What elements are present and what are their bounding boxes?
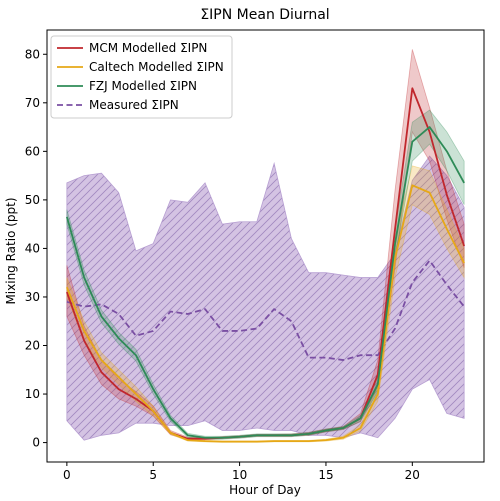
- x-tick-label-5: 5: [149, 468, 157, 482]
- y-tick-label-50: 50: [25, 193, 40, 207]
- y-tick-label-30: 30: [25, 290, 40, 304]
- legend-label-caltech-modelled-ipn: Caltech Modelled ΣIPN: [89, 60, 224, 74]
- y-tick-label-60: 60: [25, 144, 40, 158]
- x-tick-label-0: 0: [63, 468, 71, 482]
- legend-label-fzj-modelled-ipn: FZJ Modelled ΣIPN: [89, 79, 197, 93]
- y-tick-label-20: 20: [25, 339, 40, 353]
- legend-label-mcm-modelled-ipn: MCM Modelled ΣIPN: [89, 41, 207, 55]
- x-tick-label-10: 10: [232, 468, 247, 482]
- legend-box: [50, 35, 233, 119]
- x-tick-label-15: 15: [318, 468, 333, 482]
- chart-title: ΣIPN Mean Diurnal: [200, 7, 329, 23]
- fzj-modelled-ipn-line: [65, 126, 465, 439]
- plot-area: [65, 49, 465, 443]
- x-axis-label: Hour of Day: [229, 483, 301, 497]
- axes-frame: [46, 29, 485, 463]
- y-tick-label-70: 70: [25, 96, 40, 110]
- measured-ipn-band: [66, 155, 465, 441]
- legend-label-measured-ipn: Measured ΣIPN: [89, 98, 179, 112]
- x-tick-label-20: 20: [405, 468, 420, 482]
- axes: 0 5 10 15 20 0 10 20 30 40 50 60 70 80: [25, 29, 485, 482]
- measured-ipn-line: [66, 259, 465, 361]
- y-tick-label-0: 0: [32, 436, 40, 450]
- y-tick-label-80: 80: [25, 47, 40, 61]
- caltech-modelled-ipn-line: [66, 184, 465, 443]
- legend: MCM Modelled ΣIPN Caltech Modelled ΣIPN FZ…: [50, 35, 233, 119]
- y-tick-label-10: 10: [25, 387, 40, 401]
- fzj-modelled-ipn-band: [66, 109, 465, 440]
- y-axis-label: Mixing Ratio (ppt): [4, 197, 18, 304]
- y-tick-label-40: 40: [25, 241, 40, 255]
